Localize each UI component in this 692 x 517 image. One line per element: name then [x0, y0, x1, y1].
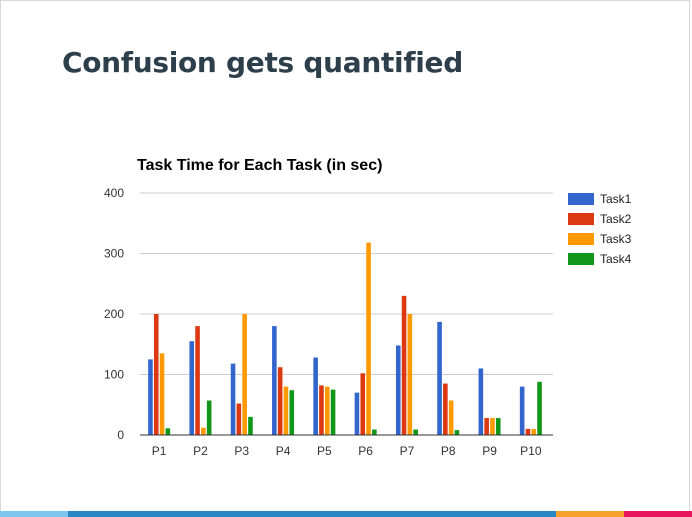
bar-task1-p4: [272, 326, 277, 435]
y-tick-label: 300: [104, 247, 124, 261]
bar-task1-p10: [519, 386, 525, 435]
bar-task1-p9: [478, 368, 484, 435]
bar-task3-p9: [490, 418, 495, 435]
bar-task2-p4: [277, 367, 283, 435]
bar-task1-p8: [437, 321, 442, 435]
y-tick-label: 400: [104, 186, 124, 200]
bar-task3-p8: [448, 400, 454, 435]
bar-task1-p6: [354, 392, 360, 435]
bar-task1-p2: [189, 341, 195, 435]
bar-task4-p4: [289, 390, 295, 435]
bar-task4-p6: [372, 429, 377, 435]
y-axis-ticks: 0 100 200 300 400: [104, 186, 124, 442]
x-tick-label: P2: [193, 444, 208, 458]
bar-task2-p1: [153, 314, 159, 435]
footer-stripe-segment: [0, 511, 68, 517]
bar-task4-p7: [413, 429, 418, 435]
bar-task4-p2: [206, 400, 212, 435]
bar-task4-p5: [330, 389, 336, 435]
y-tick-label: 0: [117, 428, 124, 442]
footer-stripe-segment: [68, 511, 556, 517]
bar-task3-p7: [407, 314, 413, 435]
x-tick-label: P4: [276, 444, 291, 458]
x-tick-label: P6: [358, 444, 373, 458]
bar-task4-p9: [495, 418, 501, 435]
legend-swatch-task2: [568, 213, 594, 225]
x-tick-label: P7: [400, 444, 415, 458]
bar-task2-p6: [360, 373, 366, 435]
bar-task3-p2: [201, 427, 206, 435]
legend-swatch-task1: [568, 193, 594, 205]
slide-title: Confusion gets quantified: [62, 46, 463, 79]
bars: [148, 242, 542, 435]
bar-task3-p5: [324, 386, 330, 435]
bar-task4-p3: [248, 416, 253, 435]
legend-label-task4: Task4: [600, 252, 632, 266]
bar-task1-p7: [395, 345, 401, 435]
bar-task3-p10: [531, 428, 537, 435]
bar-task2-p3: [236, 403, 242, 435]
x-tick-label: P8: [441, 444, 456, 458]
bar-task4-p10: [537, 381, 542, 435]
legend-label-task3: Task3: [600, 232, 632, 246]
bar-task1-p5: [313, 357, 318, 435]
bar-task2-p2: [195, 326, 200, 435]
x-axis-ticks: P1 P2 P3 P4 P5 P6 P7 P8 P9 P10: [152, 444, 542, 458]
x-tick-label: P10: [520, 444, 542, 458]
bar-task4-p1: [165, 428, 171, 435]
bar-task3-p1: [159, 353, 165, 435]
grid-lines: [140, 192, 553, 375]
legend: Task1 Task2 Task3 Task4: [568, 192, 632, 266]
bar-task1-p3: [230, 363, 236, 435]
x-tick-label: P3: [234, 444, 249, 458]
bar-task1-p1: [148, 359, 153, 435]
x-tick-label: P5: [317, 444, 332, 458]
bar-task4-p8: [454, 430, 460, 435]
bar-task3-p6: [366, 242, 371, 435]
bar-task2-p9: [484, 418, 489, 435]
bar-task2-p7: [401, 295, 407, 435]
bar-task3-p3: [242, 314, 247, 435]
chart-title: Task Time for Each Task (in sec): [137, 157, 382, 174]
x-tick-label: P9: [482, 444, 497, 458]
bar-task3-p4: [283, 386, 289, 435]
bar-task2-p10: [525, 428, 531, 435]
y-tick-label: 200: [104, 307, 124, 321]
x-tick-label: P1: [152, 444, 167, 458]
footer-stripe-segment: [624, 511, 692, 517]
legend-swatch-task4: [568, 253, 594, 265]
bar-task2-p5: [319, 385, 324, 435]
footer-stripe-segment: [556, 511, 624, 517]
bar-task2-p8: [443, 383, 448, 435]
legend-label-task1: Task1: [600, 192, 632, 206]
legend-swatch-task3: [568, 233, 594, 245]
legend-label-task2: Task2: [600, 212, 632, 226]
y-tick-label: 100: [104, 368, 124, 382]
